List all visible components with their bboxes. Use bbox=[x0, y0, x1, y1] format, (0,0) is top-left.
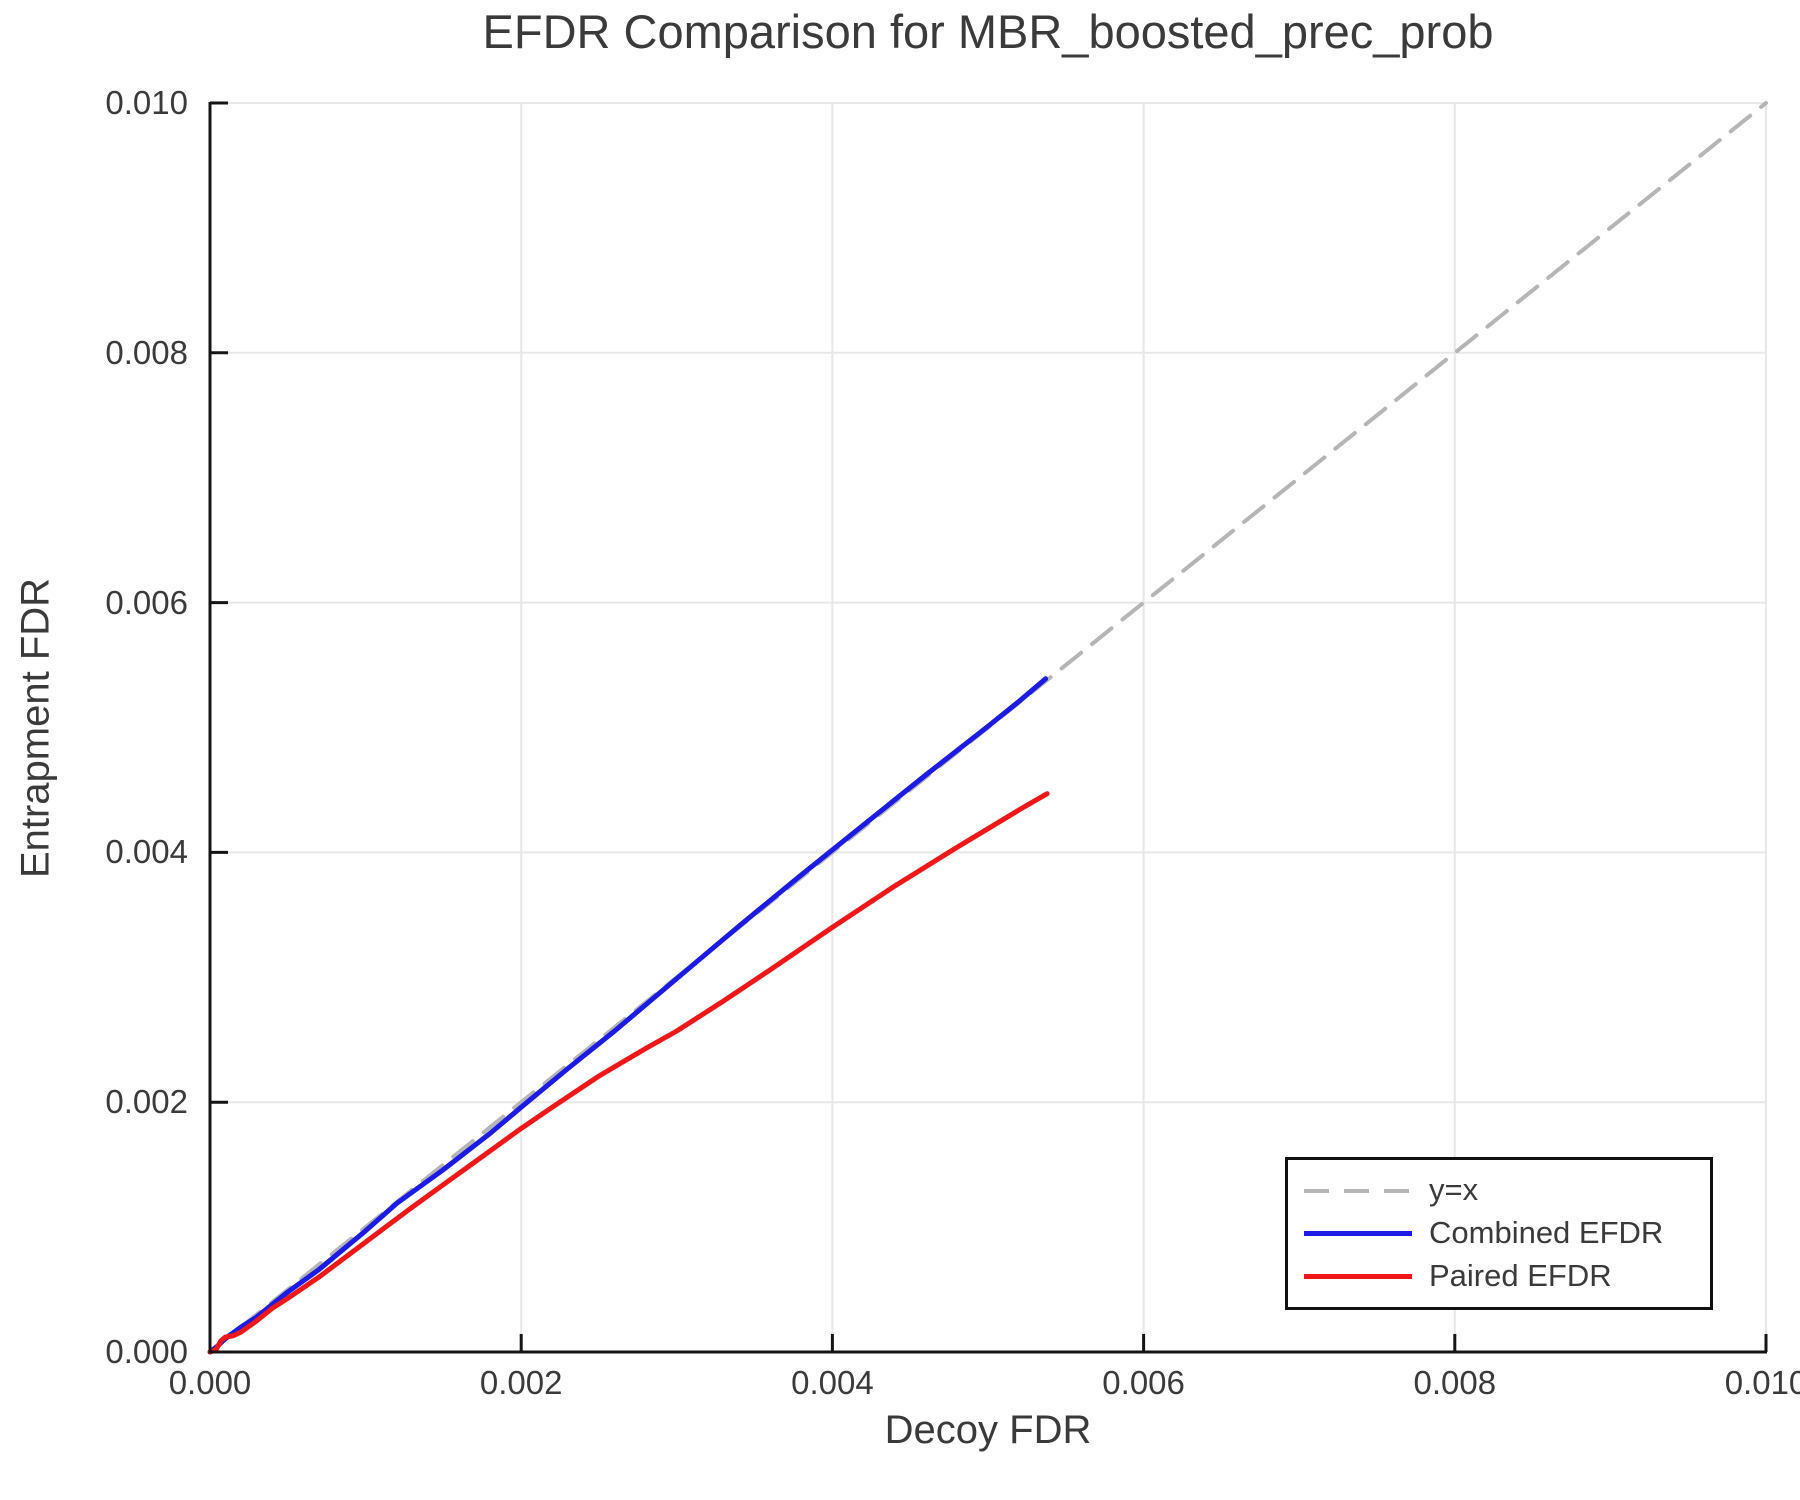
legend-sample-combined-line bbox=[1304, 1230, 1412, 1236]
legend: y=x Combined EFDR Paired EFDR bbox=[1285, 1157, 1713, 1310]
legend-label: y=x bbox=[1429, 1172, 1479, 1208]
y-tick-label: 0.000 bbox=[105, 1333, 188, 1370]
y-tick-label: 0.002 bbox=[105, 1083, 188, 1121]
legend-sample-paired-line bbox=[1304, 1273, 1412, 1279]
x-tick-label: 0.004 bbox=[791, 1364, 874, 1401]
legend-item-combined-efdr: Combined EFDR bbox=[1304, 1217, 1710, 1250]
y-tick-label: 0.004 bbox=[105, 833, 188, 871]
legend-sample-dashed-line bbox=[1304, 1188, 1412, 1193]
y-tick-label: 0.010 bbox=[105, 84, 188, 121]
y-tick-label: 0.006 bbox=[105, 583, 188, 621]
series-line-combined-efdr bbox=[207, 676, 1049, 1355]
x-tick-label: 0.006 bbox=[1102, 1364, 1185, 1401]
legend-item-yx: y=x bbox=[1304, 1174, 1710, 1207]
x-tick-label: 0.002 bbox=[479, 1364, 563, 1401]
legend-label: Combined EFDR bbox=[1429, 1215, 1664, 1251]
chart-title: EFDR Comparison for MBR_boosted_prec_pro… bbox=[482, 5, 1494, 58]
x-tick-label: 0.008 bbox=[1413, 1364, 1497, 1401]
series-line-paired-efdr bbox=[207, 791, 1050, 1355]
x-tick-label: 0.010 bbox=[1724, 1364, 1800, 1401]
y-tick-label: 0.008 bbox=[105, 333, 188, 371]
x-axis-label: Decoy FDR bbox=[884, 1408, 1092, 1452]
legend-label: Paired EFDR bbox=[1429, 1258, 1612, 1294]
x-tick-label: 0.000 bbox=[168, 1364, 252, 1401]
legend-item-paired-efdr: Paired EFDR bbox=[1304, 1260, 1710, 1293]
